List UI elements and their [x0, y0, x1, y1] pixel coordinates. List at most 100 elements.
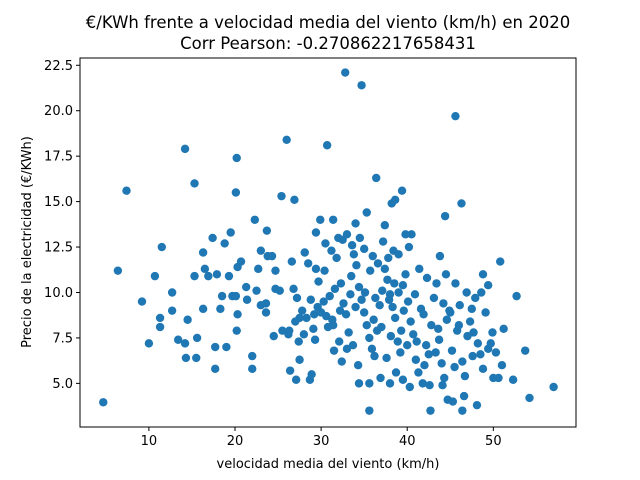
data-point	[424, 350, 433, 359]
data-point	[311, 228, 321, 237]
data-point	[383, 275, 392, 284]
data-point	[481, 308, 490, 317]
x-tick-label: 10	[141, 434, 158, 449]
data-point	[167, 306, 177, 315]
data-point	[267, 251, 277, 261]
data-point	[429, 293, 439, 303]
data-point	[459, 391, 469, 401]
data-point	[287, 257, 297, 266]
data-point	[491, 348, 501, 357]
data-point	[377, 322, 386, 332]
chart-title: €/KWh frente a velocidad media del vient…	[86, 13, 570, 32]
data-point	[181, 353, 191, 363]
data-point	[488, 328, 497, 337]
data-point	[378, 286, 387, 295]
data-point	[393, 337, 402, 346]
data-point	[410, 290, 420, 299]
data-point	[403, 341, 412, 350]
data-point	[190, 271, 199, 281]
data-point	[183, 315, 192, 324]
data-point	[292, 293, 302, 303]
data-point	[384, 253, 393, 263]
data-point	[411, 355, 421, 364]
data-point	[352, 261, 361, 270]
data-point	[289, 284, 298, 294]
data-point	[337, 357, 346, 366]
data-point	[212, 270, 222, 279]
data-point	[295, 355, 304, 364]
data-point	[496, 257, 505, 266]
data-point	[226, 228, 235, 237]
data-point	[508, 375, 518, 384]
data-point	[454, 321, 464, 330]
data-point	[180, 339, 190, 348]
data-point	[341, 310, 351, 319]
data-point	[442, 315, 452, 324]
data-point	[173, 335, 183, 344]
data-point	[462, 288, 471, 297]
data-point	[236, 257, 246, 266]
data-point	[473, 339, 483, 348]
data-point	[549, 382, 558, 392]
data-point	[525, 393, 534, 403]
y-tick-label: 15.0	[44, 195, 73, 210]
x-axis: 10 20 30 40 50	[141, 427, 502, 449]
data-point	[299, 330, 309, 339]
data-point	[231, 291, 241, 301]
data-point	[310, 335, 320, 344]
data-point	[330, 284, 340, 294]
data-point	[468, 351, 477, 361]
data-point	[137, 297, 147, 306]
data-point	[448, 397, 458, 406]
data-point	[210, 342, 220, 352]
data-point	[327, 246, 336, 255]
y-tick-label: 12.5	[44, 241, 73, 256]
y-tick-label: 17.5	[44, 150, 73, 165]
data-point	[418, 379, 427, 388]
data-point	[440, 373, 449, 383]
data-point	[150, 271, 160, 281]
data-point	[372, 173, 381, 183]
data-point	[232, 326, 241, 335]
data-point	[438, 380, 447, 390]
data-point	[302, 313, 311, 323]
chart-subtitle: Corr Pearson: -0.270862217658431	[180, 34, 476, 53]
data-point	[144, 339, 154, 348]
data-point	[351, 219, 360, 228]
data-point	[248, 351, 257, 361]
data-point	[401, 270, 410, 279]
data-point	[355, 233, 365, 243]
data-point	[394, 250, 403, 259]
data-point	[404, 242, 414, 252]
data-point	[434, 335, 444, 344]
data-point	[321, 239, 330, 248]
data-point	[457, 199, 466, 208]
data-point	[362, 208, 371, 217]
data-point	[347, 241, 357, 250]
data-point	[477, 288, 486, 297]
data-point	[344, 328, 353, 337]
data-point	[422, 273, 432, 283]
data-point	[371, 293, 380, 303]
data-point	[375, 301, 384, 310]
data-point	[271, 266, 280, 275]
data-point	[319, 297, 328, 306]
data-point	[483, 281, 493, 290]
data-point	[432, 279, 441, 288]
data-point	[210, 364, 220, 374]
data-point	[349, 250, 359, 259]
data-point	[262, 226, 272, 235]
data-point	[431, 348, 440, 357]
data-point	[419, 310, 428, 319]
data-point	[478, 270, 488, 279]
data-point	[325, 291, 334, 301]
x-axis-label: velocidad media del viento (km/h)	[217, 457, 440, 472]
data-point	[192, 333, 202, 343]
data-point	[275, 286, 284, 295]
data-point	[365, 266, 375, 275]
data-point	[320, 266, 329, 275]
data-point	[390, 313, 400, 323]
data-point	[290, 195, 299, 204]
x-tick-label: 30	[313, 434, 330, 449]
